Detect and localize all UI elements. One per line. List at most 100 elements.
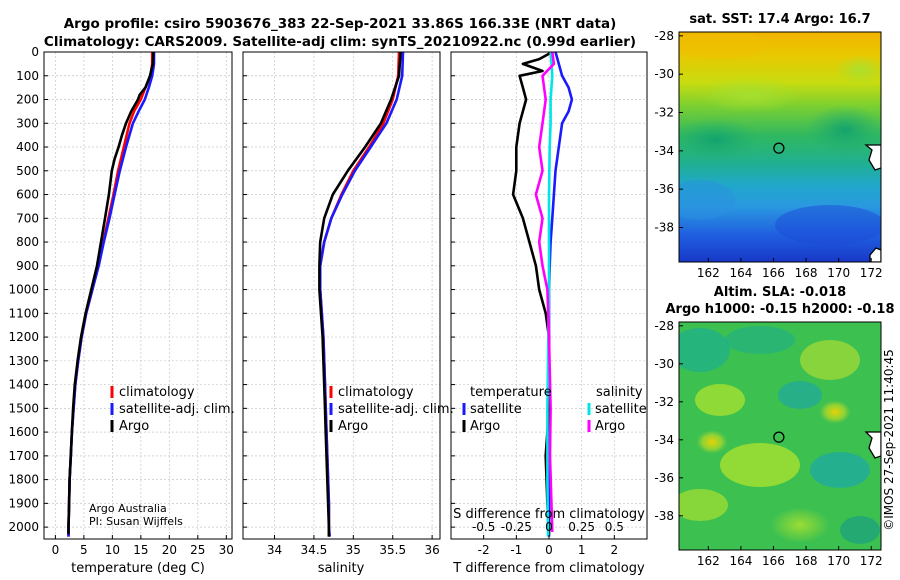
secondary-x-tick-label: 0: [545, 520, 553, 534]
x-tick-label: 15: [133, 543, 148, 557]
series-line-salinity-argo: [534, 52, 556, 532]
credit-org: Argo Australia: [89, 502, 167, 515]
series-line-argo: [318, 52, 402, 537]
map-x-tick-label: 170: [827, 266, 850, 280]
series-line-salinity-satellite: [546, 52, 554, 537]
secondary-x-tick-label: 0.5: [605, 520, 624, 534]
series-line-satellite-adj-clim-: [318, 52, 405, 537]
figure-title-line1: Argo profile: csiro 5903676_383 22-Sep-2…: [64, 16, 617, 32]
series-line-argo: [67, 52, 155, 535]
y-tick-label: 1300: [8, 354, 39, 368]
legend-temp-argo-label: Argo: [470, 419, 500, 434]
map-x-tick-label: 166: [762, 554, 785, 568]
map-y-tick-label: -28: [654, 29, 674, 43]
y-tick-label: 200: [16, 93, 39, 107]
map-y-tick-label: -38: [654, 221, 674, 235]
secondary-x-tick-label: -0.5: [472, 520, 495, 534]
y-tick-label: 800: [16, 235, 39, 249]
x-tick-label: 0: [52, 543, 60, 557]
sla-field: [679, 322, 881, 550]
sla-argo-position-marker: [773, 431, 785, 443]
x-tick-label: -2: [478, 543, 490, 557]
y-tick-label: 1700: [8, 449, 39, 463]
sla-map-title-line1: Altim. SLA: -0.018: [714, 285, 846, 300]
map-x-tick-label: 172: [860, 554, 883, 568]
map-x-tick-label: 166: [762, 266, 785, 280]
x-tick-label: 34: [267, 543, 282, 557]
y-tick-label: 2000: [8, 520, 39, 534]
map-x-tick-label: 170: [827, 554, 850, 568]
y-tick-label: 100: [16, 69, 39, 83]
map-y-tick-label: -32: [654, 106, 674, 120]
y-tick-label: 900: [16, 259, 39, 273]
map-y-tick-label: -32: [654, 395, 674, 409]
legend-sal-argo-label: Argo: [595, 419, 625, 434]
y-tick-label: 1600: [8, 425, 39, 439]
y-tick-label: 1200: [8, 330, 39, 344]
y-tick-label: 500: [16, 164, 39, 178]
sst-map: sat. SST: 17.4 Argo: 16.7 162 164 166 168 17…: [654, 12, 883, 280]
x-tick-label: 34.5: [301, 543, 328, 557]
y-tick-label: 300: [16, 116, 39, 130]
x-tick-label: 36: [424, 543, 439, 557]
x-tick-label: 35: [346, 543, 361, 557]
map-y-tick-label: -36: [654, 182, 674, 196]
y-tick-label: 1100: [8, 306, 39, 320]
legend-argo-label: Argo: [119, 419, 149, 434]
map-y-tick-label: -30: [654, 357, 674, 371]
t-difference-axis-label: T difference from climatology: [452, 561, 645, 576]
y-tick-label: 700: [16, 211, 39, 225]
sst-map-title: sat. SST: 17.4 Argo: 16.7: [689, 12, 870, 27]
sst-field: [679, 32, 881, 262]
s-difference-axis-label: S difference from climatology: [453, 507, 645, 522]
x-tick-label: 2: [611, 543, 619, 557]
salinity-x-axis-label: salinity: [318, 561, 365, 576]
temperature-x-axis-label: temperature (deg C): [71, 561, 205, 576]
x-tick-label: 25: [190, 543, 205, 557]
x-tick-label: 5: [80, 543, 88, 557]
series-line-climatology: [67, 52, 154, 537]
y-tick-label: 1800: [8, 473, 39, 487]
difference-panel: -2 -1 0 1 2 -0.5 -0.25 0 0.25 0.5 S difference f…: [450, 51, 648, 576]
y-tick-label: 0: [31, 45, 39, 59]
map-x-tick-label: 162: [697, 266, 720, 280]
map-x-tick-label: 164: [729, 266, 752, 280]
y-tick-label: 1400: [8, 378, 39, 392]
x-tick-label: 1: [578, 543, 586, 557]
difference-legend: temperature satellite Argo salinity sate…: [462, 385, 647, 434]
figure-title-line2: Climatology: CARS2009. Satellite-adj cli…: [44, 34, 636, 50]
map-y-tick-label: -38: [654, 509, 674, 523]
series-line-climatology: [318, 52, 401, 537]
salinity-panel: 34 34.5 35 35.5 36 salinity climatology sate…: [242, 51, 454, 576]
series-line-temperature-satellite: [547, 52, 574, 537]
map-y-tick-label: -34: [654, 144, 674, 158]
y-tick-label: 1500: [8, 401, 39, 415]
sla-map-title-line2: Argo h1000: -0.15 h2000: -0.18: [665, 302, 894, 317]
x-tick-label: 0: [545, 543, 553, 557]
credit-pi: PI: Susan Wijffels: [89, 515, 183, 528]
legend-sal-satellite-label: satellite: [595, 402, 647, 417]
map-x-tick-label: 162: [697, 554, 720, 568]
x-tick-label: 20: [162, 543, 177, 557]
x-tick-label: 10: [105, 543, 120, 557]
sla-map: Altim. SLA: -0.018 Argo h1000: -0.15 h20…: [654, 285, 894, 568]
legend-climatology-label: climatology: [119, 385, 195, 400]
map-y-tick-label: -28: [654, 319, 674, 333]
y-tick-label: 600: [16, 188, 39, 202]
legend-temp-satellite-label: satellite: [470, 402, 522, 417]
salinity-legend-satellite-label: satellite-adj. clim.: [338, 402, 454, 417]
map-x-tick-label: 172: [860, 266, 883, 280]
sst-argo-position-marker: [773, 142, 785, 154]
legend-satellite-label: satellite-adj. clim.: [119, 402, 235, 417]
map-x-tick-label: 164: [729, 554, 752, 568]
salinity-legend-climatology-label: climatology: [338, 385, 414, 400]
imos-timestamp: ©IMOS 27-Sep-2021 11:40:45: [882, 349, 896, 531]
map-y-tick-label: -30: [654, 67, 674, 81]
x-tick-label: -1: [510, 543, 522, 557]
map-y-tick-label: -36: [654, 471, 674, 485]
map-x-tick-label: 168: [795, 554, 818, 568]
legend-temperature-title: temperature: [470, 385, 552, 400]
salinity-legend: climatology satellite-adj. clim. Argo: [329, 385, 454, 434]
map-y-tick-label: -34: [654, 433, 674, 447]
